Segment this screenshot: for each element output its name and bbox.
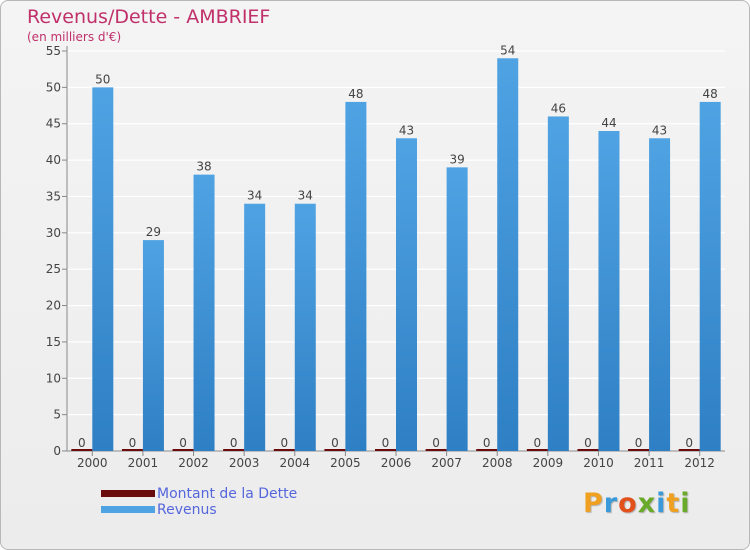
data-label-dette: 0	[382, 436, 390, 450]
chart-title: Revenus/Dette - AMBRIEF	[27, 6, 271, 28]
x-tick-label: 2003	[229, 456, 260, 470]
x-tick-label: 2006	[381, 456, 412, 470]
data-label-dette: 0	[685, 436, 693, 450]
data-label-revenus: 50	[95, 72, 110, 86]
bar-dette	[324, 449, 346, 451]
legend-swatch-revenus	[101, 506, 155, 513]
bar-revenus	[244, 203, 266, 451]
y-tick-label: 35	[46, 189, 61, 203]
data-label-dette: 0	[280, 436, 288, 450]
data-label-revenus: 44	[601, 116, 616, 130]
x-tick-label: 2001	[128, 456, 159, 470]
y-tick-label: 40	[46, 153, 61, 167]
data-label-dette: 0	[584, 436, 592, 450]
data-label-dette: 0	[179, 436, 187, 450]
proxiti-logo: Proxiti	[583, 488, 691, 519]
data-label-dette: 0	[483, 436, 491, 450]
y-tick-label: 0	[53, 444, 61, 458]
y-tick-label: 30	[46, 226, 61, 240]
legend-label-dette: Montant de la Dette	[157, 486, 298, 502]
data-label-revenus: 43	[399, 123, 414, 137]
bar-revenus	[446, 167, 468, 451]
bar-revenus	[497, 58, 519, 451]
data-label-dette: 0	[331, 436, 339, 450]
data-label-revenus: 29	[146, 225, 161, 239]
bar-dette	[375, 449, 396, 451]
x-tick-label: 2004	[279, 456, 310, 470]
legend-label-revenus: Revenus	[157, 502, 217, 518]
data-label-revenus: 39	[449, 152, 464, 166]
bar-revenus	[193, 174, 215, 452]
y-tick-label: 45	[46, 117, 61, 131]
bar-dette	[71, 449, 93, 451]
x-tick-label: 2010	[583, 456, 614, 470]
y-tick-label: 15	[46, 335, 61, 349]
x-tick-label: 2012	[684, 456, 715, 470]
data-label-revenus: 34	[298, 189, 313, 203]
data-label-revenus: 34	[247, 189, 262, 203]
bar-dette	[121, 449, 143, 451]
chart-subtitle: (en milliers d'€)	[27, 30, 122, 44]
data-label-dette: 0	[432, 436, 440, 450]
x-tick-label: 2009	[533, 456, 564, 470]
x-tick-label: 2002	[178, 456, 209, 470]
legend-swatch-dette	[101, 490, 155, 497]
y-tick-label: 50	[46, 80, 61, 94]
bar-revenus	[598, 131, 620, 451]
x-tick-label: 2007	[431, 456, 462, 470]
x-tick-label: 2005	[330, 456, 361, 470]
x-tick-label: 2000	[77, 456, 108, 470]
bar-dette	[476, 449, 498, 451]
y-tick-label: 10	[46, 371, 61, 385]
bar-revenus	[92, 87, 114, 451]
bar-dette	[577, 449, 599, 451]
bar-dette	[628, 449, 650, 451]
data-label-dette: 0	[78, 436, 86, 450]
bar-revenus	[649, 138, 671, 452]
data-label-dette: 0	[129, 436, 137, 450]
data-label-revenus: 48	[348, 87, 363, 101]
data-label-dette: 0	[534, 436, 542, 450]
y-tick-label: 55	[46, 44, 61, 58]
data-label-dette: 0	[230, 436, 238, 450]
x-tick-label: 2011	[634, 456, 665, 470]
data-label-revenus: 54	[500, 43, 515, 57]
data-label-revenus: 38	[196, 160, 211, 174]
bar-dette	[172, 449, 194, 451]
data-label-dette: 0	[635, 436, 643, 450]
bar-dette	[425, 449, 447, 451]
x-tick-label: 2008	[482, 456, 513, 470]
data-label-revenus: 46	[551, 101, 566, 115]
bar-revenus	[294, 203, 316, 451]
bar-revenus	[142, 240, 164, 451]
y-tick-label: 5	[53, 408, 61, 422]
bar-revenus	[699, 101, 721, 451]
bar-dette	[678, 449, 700, 451]
data-label-revenus: 43	[652, 123, 667, 137]
bar-revenus	[547, 116, 569, 452]
bar-revenus	[396, 138, 417, 452]
y-tick-label: 25	[46, 262, 61, 276]
data-label-revenus: 48	[703, 87, 718, 101]
y-tick-label: 20	[46, 299, 61, 313]
bar-dette	[223, 449, 245, 451]
bar-revenus	[345, 101, 367, 451]
bar-dette	[273, 449, 295, 451]
bar-dette	[526, 449, 548, 451]
